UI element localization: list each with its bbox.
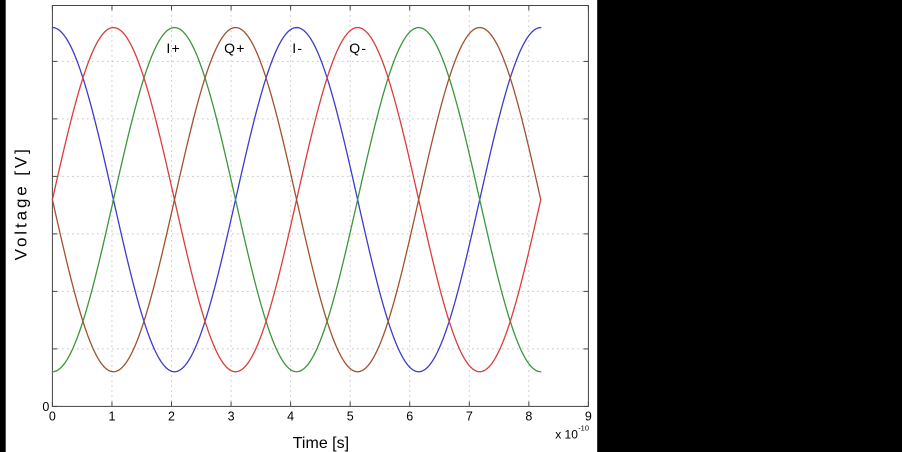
- svg-text:3: 3: [228, 409, 235, 423]
- svg-text:5: 5: [347, 409, 354, 423]
- svg-text:Q+: Q+: [224, 40, 246, 56]
- svg-text:-10: -10: [578, 423, 589, 432]
- svg-text:x 10: x 10: [555, 428, 578, 442]
- svg-text:7: 7: [466, 409, 473, 423]
- svg-text:Time [s]: Time [s]: [293, 435, 349, 452]
- svg-text:4: 4: [287, 409, 294, 423]
- svg-text:I-: I-: [292, 40, 303, 56]
- svg-text:I+: I+: [166, 40, 181, 56]
- svg-text:Q-: Q-: [349, 40, 367, 56]
- svg-text:1: 1: [108, 409, 115, 423]
- svg-text:0: 0: [49, 409, 56, 423]
- svg-text:2: 2: [168, 409, 175, 423]
- svg-text:0: 0: [42, 400, 49, 414]
- svg-text:9: 9: [585, 409, 592, 423]
- svg-text:6: 6: [406, 409, 413, 423]
- svg-text:8: 8: [525, 409, 532, 423]
- svg-text:Voltage [V]: Voltage [V]: [12, 146, 31, 260]
